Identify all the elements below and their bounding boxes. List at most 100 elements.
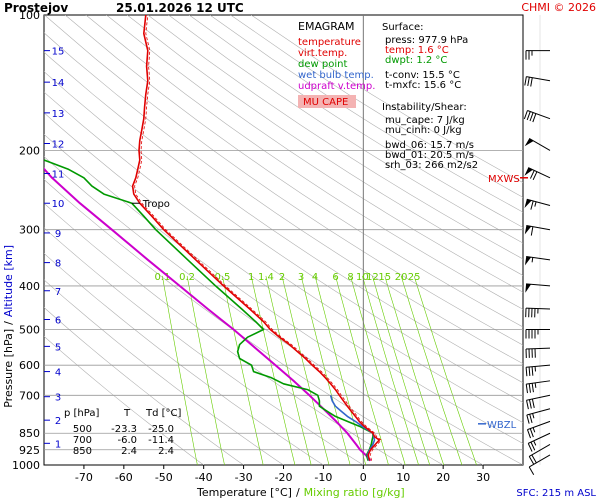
mixing-ratio-line: [281, 275, 330, 465]
table-cell: 850: [73, 446, 92, 457]
legend-item-updraft: udpraft v.temp.: [298, 81, 375, 92]
wind-barb-feather: [531, 398, 535, 408]
mixing-ratio-label: 0.2: [179, 272, 195, 283]
dry-adiabat-line: [44, 51, 523, 384]
mixing-ratio-line: [400, 275, 463, 465]
sfc-label: SFC: 215 m ASL: [516, 488, 596, 499]
wind-barb-feather: [526, 400, 529, 410]
table-cell: -6.0: [117, 435, 137, 446]
x-axis-sep: /: [296, 486, 300, 499]
altitude-tick-label: 14: [52, 78, 65, 89]
datetime-label: 25.01.2026 12 UTC: [116, 1, 244, 15]
wind-barb-feather: [527, 77, 530, 87]
wind-barb-staff: [526, 380, 551, 385]
wind-barb-staff: [526, 364, 551, 368]
surface-dwpt: dwpt: 1.2 °C: [385, 55, 447, 66]
mixing-ratio-label: 25: [408, 272, 421, 283]
level-table: p [hPa] T Td [°C] 500 -23.3 -25.0 700 -6…: [64, 408, 182, 457]
x-axis-title: Temperature [°C] / Mixing ratio [g/kg]: [196, 486, 405, 499]
table-header-td: Td [°C]: [145, 408, 182, 419]
wind-barb-feather: [528, 456, 535, 465]
wind-barb-feather: [531, 383, 534, 393]
station-name: Prostejov: [4, 1, 68, 15]
y-axis-title-alt: Pressure [hPa] / Altitude [km]: [2, 245, 15, 408]
t-conv: t-conv: 15.5 °C: [385, 70, 460, 81]
temperature-ticks: -70 -60 -50 -40 -30 -20 -10 0 10 20 30: [75, 465, 490, 484]
temperature-tick-label: -60: [115, 471, 133, 484]
legend-item-dew-point: dew point: [298, 59, 347, 70]
wind-barb-feather: [529, 414, 533, 424]
mixing-ratio-lines: [162, 275, 477, 465]
wind-barb-feather: [529, 428, 534, 438]
copyright-label: CHMI © 2026: [521, 1, 596, 14]
wind-barb-feather: [529, 112, 534, 122]
wind-barb-flag: [525, 283, 532, 293]
wind-barb-feather: [530, 226, 534, 236]
legend-title: EMAGRAM: [298, 20, 355, 33]
mixing-ratio-label: 10: [356, 272, 369, 283]
wind-barbs: [523, 15, 551, 476]
pressure-tick-label: 850: [19, 427, 40, 440]
srh03-value: srh_03: 266 m2/s2: [385, 160, 478, 171]
mixing-ratio-label: 0.1: [154, 272, 170, 283]
wind-barb-feather: [528, 366, 531, 377]
dry-adiabat-line: [209, 15, 523, 213]
temperature-tick-label: -10: [314, 471, 332, 484]
mixing-ratio-line: [186, 275, 225, 465]
wind-barb-staff: [526, 76, 551, 82]
dry-adiabat-line: [65, 15, 523, 328]
wind-barb-feather: [528, 466, 535, 476]
x-axis-mixing: Mixing ratio [g/kg]: [304, 486, 405, 499]
mxws-label: MXWS: [488, 174, 520, 185]
mixing-ratio-line: [314, 275, 367, 465]
bwd01-value: bwd_01: 20.5 m/s: [385, 150, 474, 161]
mixing-ratio-label: 6: [332, 272, 338, 283]
mixing-ratio-label: 12: [366, 272, 379, 283]
wind-barb-feather: [532, 171, 538, 181]
altitude-tick-label: 15: [52, 47, 65, 58]
altitude-tick-label: 12: [52, 140, 65, 151]
table-cell: 700: [73, 435, 92, 446]
wind-barb-feather: [528, 399, 532, 409]
wind-barb-half-feather: [532, 427, 536, 433]
wind-barb-flag: [524, 225, 532, 235]
table-header-t: T: [123, 408, 131, 419]
mixing-ratio-label: 4: [312, 272, 318, 283]
pressure-tick-label: 400: [19, 280, 40, 293]
mixing-ratio-line: [265, 275, 312, 465]
mixing-ratio-label: 8: [347, 272, 353, 283]
mixing-ratio-label: 20: [395, 272, 408, 283]
info-panel: Surface: press: 977.9 hPa temp: 1.6 °C d…: [382, 22, 478, 171]
mixing-ratio-line: [335, 275, 389, 465]
dry-adiabat-line: [44, 91, 523, 423]
wind-barb-feather: [531, 366, 534, 376]
wind-barb-half-feather: [533, 440, 537, 446]
wind-barb-feather: [532, 113, 537, 123]
dry-adiabat-line: [44, 15, 523, 346]
tropopause-label: Tropo: [142, 199, 170, 210]
mixing-ratio-line: [362, 275, 419, 465]
pressure-tick-label: 600: [19, 359, 40, 372]
mixing-ratio-label: 0.5: [214, 272, 230, 283]
wind-barb-staff: [528, 443, 551, 457]
altitude-tick-label: 5: [55, 342, 61, 353]
wind-barb-feather: [529, 170, 535, 179]
dry-adiabat-line: [44, 32, 523, 365]
mixing-ratio-label: 1: [248, 272, 254, 283]
mu-cape-button[interactable]: [298, 95, 356, 108]
y-axis-pressure: Pressure [hPa]: [2, 329, 15, 408]
altitude-tick-label: 3: [55, 393, 61, 404]
table-cell: 500: [73, 424, 92, 435]
surface-press: press: 977.9 hPa: [385, 35, 468, 46]
series-temperature: [131, 15, 381, 461]
dry-adiabat-line: [189, 15, 523, 228]
mu-cinh-value: mu_cinh: 0 J/kg: [385, 125, 462, 136]
wind-barb-feather: [531, 454, 537, 463]
table-cell: -11.4: [148, 435, 174, 446]
wind-barb-feather: [528, 383, 531, 393]
temperature-tick-label: -70: [75, 471, 93, 484]
surface-temp: temp: 1.6 °C: [385, 45, 449, 56]
wind-barb-staff: [526, 198, 551, 206]
